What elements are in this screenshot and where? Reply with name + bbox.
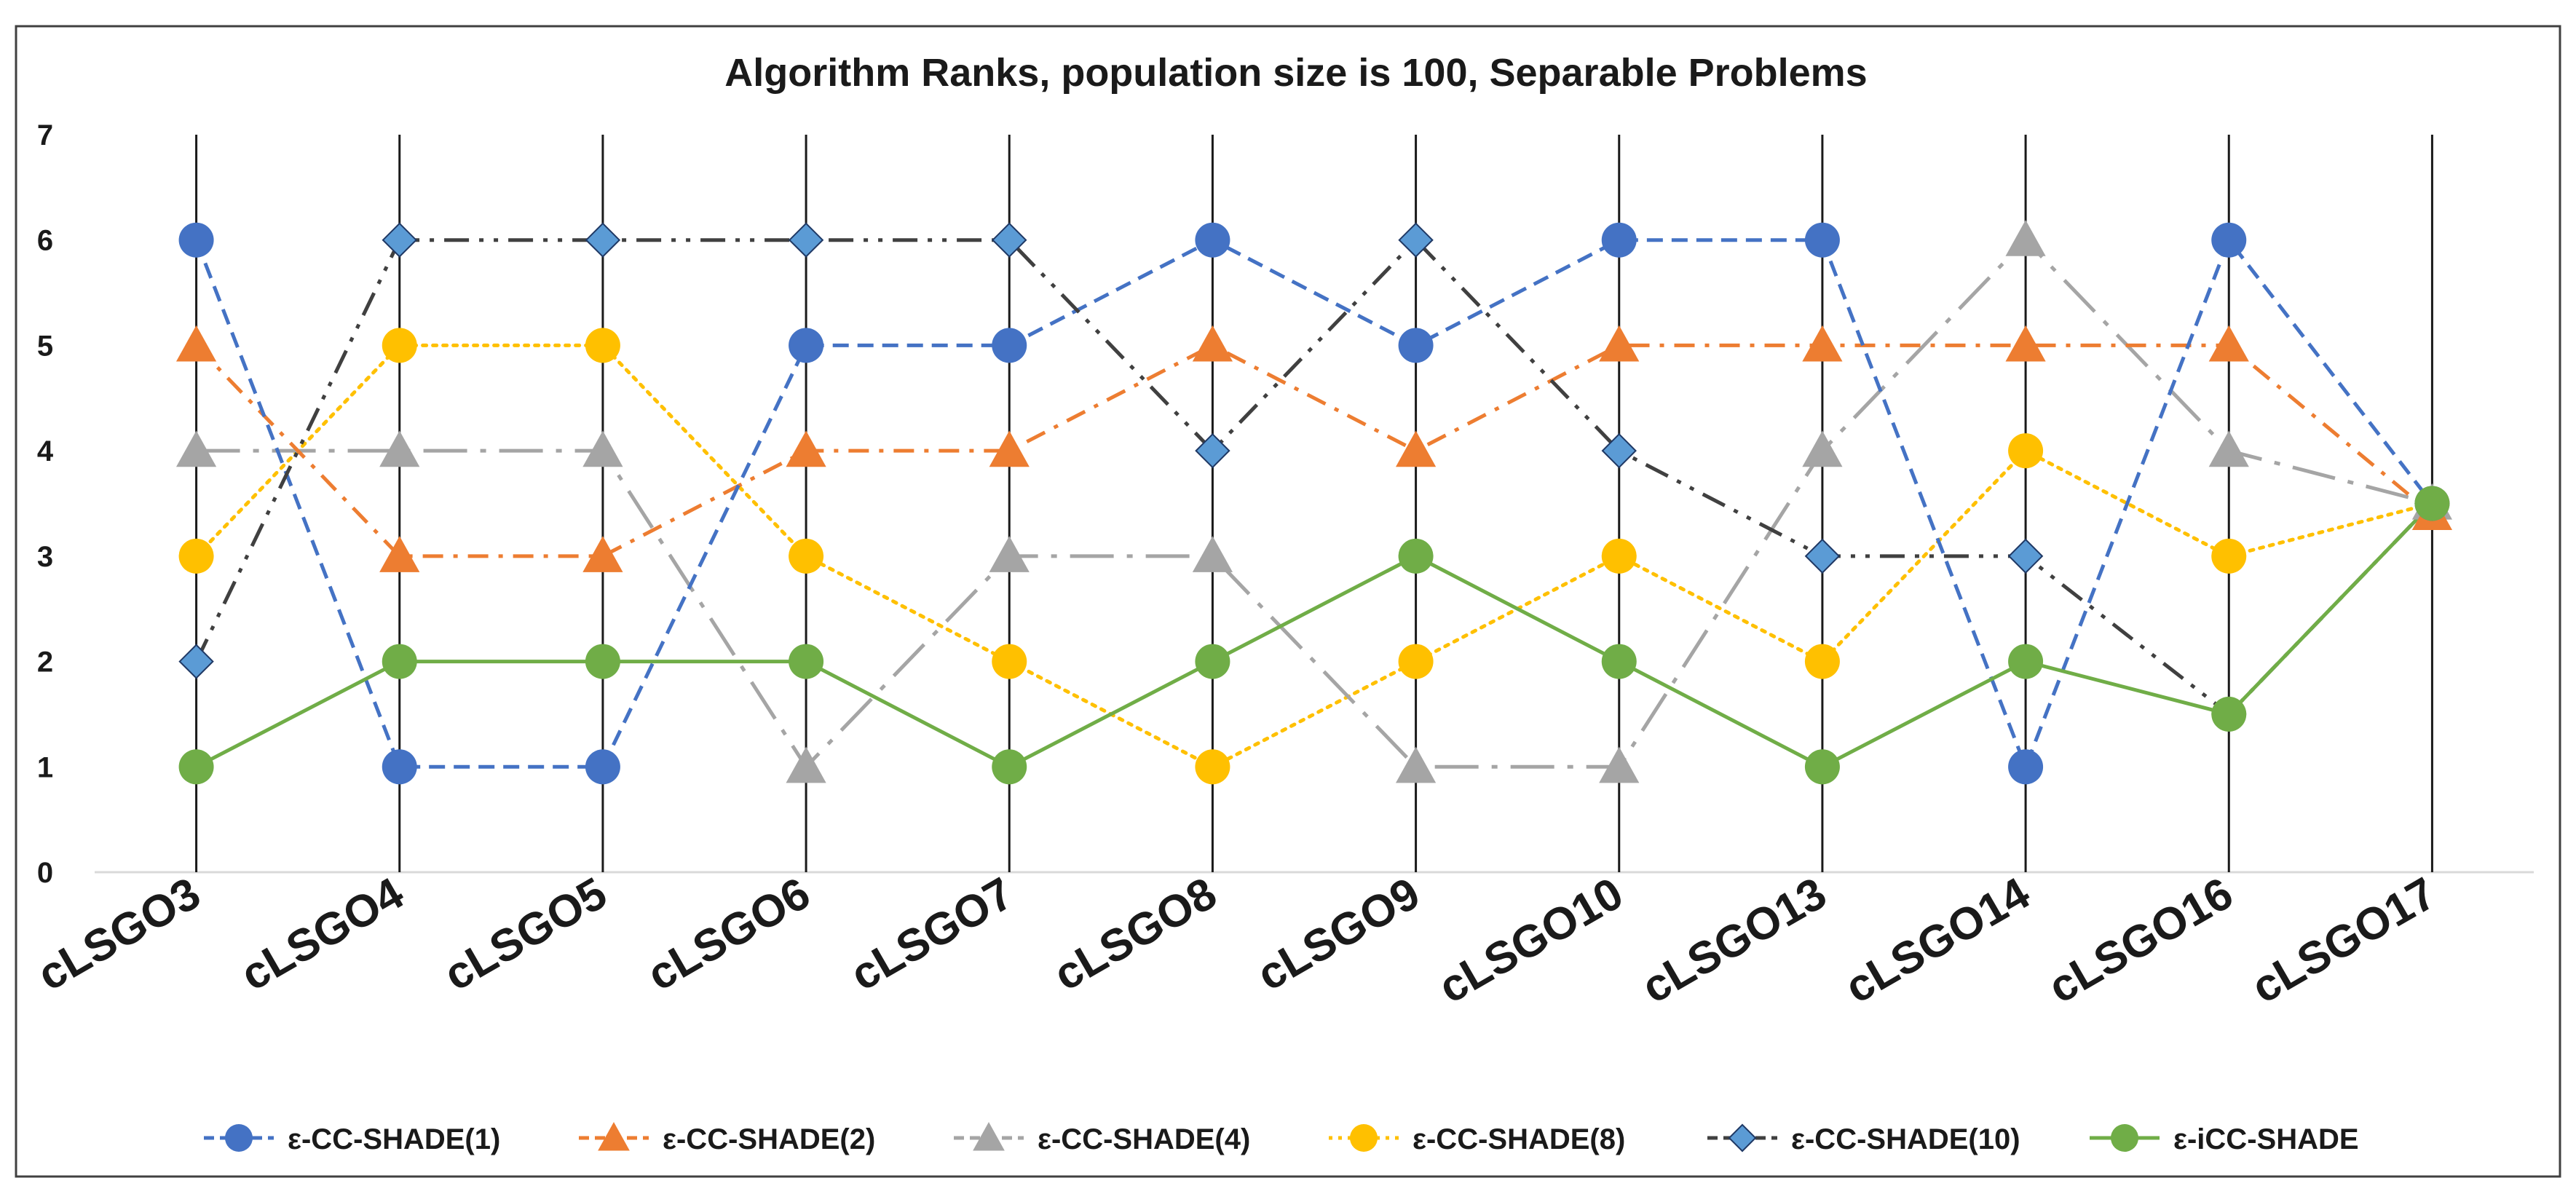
legend-label: ε-CC-SHADE(2) — [663, 1123, 875, 1155]
legend-label: ε-iCC-SHADE — [2173, 1123, 2359, 1155]
legend-label: ε-CC-SHADE(1) — [288, 1123, 500, 1155]
series-line — [194, 343, 2434, 558]
data-point — [989, 536, 1030, 572]
y-tick-label: 7 — [37, 119, 53, 151]
legend-label: ε-CC-SHADE(4) — [1038, 1123, 1250, 1155]
data-point — [1802, 430, 1843, 467]
data-point — [992, 749, 1027, 785]
data-point — [2008, 644, 2044, 679]
data-point — [1601, 432, 1637, 469]
data-point — [379, 536, 420, 572]
data-point — [382, 644, 417, 679]
series-line — [196, 238, 2433, 769]
series-line — [194, 343, 2434, 769]
data-point — [992, 222, 1027, 258]
data-point — [178, 222, 214, 258]
data-point — [382, 222, 417, 258]
y-tick-label: 4 — [37, 435, 54, 467]
data-point — [1395, 430, 1437, 467]
chart-title: Algorithm Ranks, population size is 100,… — [724, 51, 1867, 95]
data-point — [1804, 644, 1840, 679]
data-point — [1601, 644, 1637, 679]
y-tick-label: 0 — [37, 857, 53, 889]
data-point — [382, 328, 417, 363]
data-point — [1804, 749, 1840, 785]
data-point — [582, 430, 623, 467]
data-point — [585, 749, 620, 785]
legend-marker — [225, 1124, 253, 1152]
y-tick-label: 6 — [37, 225, 53, 257]
data-point — [178, 644, 214, 679]
data-point — [582, 536, 623, 572]
data-point — [2211, 222, 2247, 258]
data-point — [1804, 222, 1840, 258]
y-tick-label: 1 — [37, 751, 53, 783]
data-point — [2208, 325, 2249, 362]
data-point — [1398, 328, 1434, 363]
legend-marker — [973, 1122, 1005, 1151]
data-point — [786, 746, 826, 783]
data-point — [1398, 538, 1434, 574]
data-point — [1398, 222, 1434, 258]
y-tick-label: 5 — [37, 330, 53, 362]
data-point — [1195, 222, 1230, 258]
data-point — [175, 430, 217, 467]
data-point — [2211, 696, 2247, 732]
y-tick-label: 2 — [37, 647, 53, 679]
y-tick-label: 3 — [37, 541, 53, 573]
data-point — [992, 328, 1027, 363]
data-point — [992, 644, 1027, 679]
data-point — [178, 749, 214, 785]
data-point — [789, 644, 824, 679]
data-point — [585, 222, 621, 258]
data-point — [1195, 749, 1230, 785]
data-point — [1599, 746, 1640, 783]
data-point — [2414, 486, 2450, 521]
data-point — [1195, 432, 1230, 469]
data-point — [789, 538, 824, 574]
data-point — [2007, 538, 2044, 574]
legend-marker — [2111, 1124, 2138, 1152]
data-point — [1599, 325, 1640, 362]
data-point — [786, 430, 826, 467]
legend-label: ε-CC-SHADE(10) — [1791, 1123, 2020, 1155]
data-point — [178, 538, 214, 574]
data-point — [1192, 325, 1233, 362]
data-point — [1804, 538, 1841, 574]
data-point — [1601, 538, 1637, 574]
data-point — [175, 325, 217, 362]
data-point — [585, 644, 620, 679]
data-point — [2008, 433, 2044, 469]
data-point — [2211, 538, 2247, 574]
data-point — [1802, 325, 1843, 362]
data-point — [2208, 430, 2249, 467]
legend-marker — [1350, 1124, 1378, 1152]
data-point — [2008, 749, 2044, 785]
legend-marker — [598, 1122, 630, 1151]
data-point — [379, 430, 420, 467]
legend-label: ε-CC-SHADE(8) — [1413, 1123, 1625, 1155]
data-point — [1398, 644, 1434, 679]
chart-border — [15, 25, 2561, 1178]
data-point — [1601, 222, 1637, 258]
data-point — [1192, 536, 1233, 572]
data-point — [1395, 746, 1437, 783]
data-point — [382, 749, 417, 785]
data-point — [585, 328, 620, 363]
data-point — [2005, 220, 2046, 256]
data-point — [788, 222, 824, 258]
data-point — [2005, 325, 2046, 362]
series-line — [195, 502, 2434, 769]
data-point — [989, 430, 1030, 467]
series-line — [194, 238, 2434, 769]
data-point — [789, 328, 824, 363]
data-point — [1195, 644, 1230, 679]
legend-marker — [1728, 1123, 1757, 1152]
